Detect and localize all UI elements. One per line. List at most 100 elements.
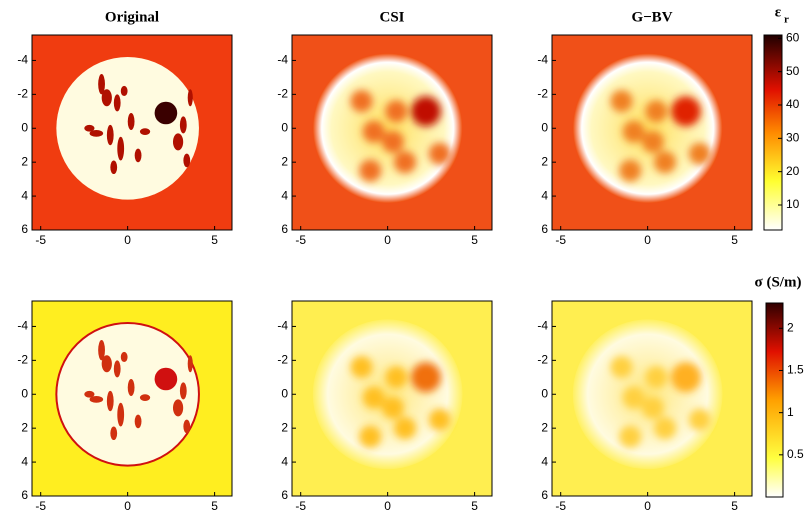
inclusion (127, 112, 135, 130)
inclusion (101, 89, 112, 107)
y-tick-label: 4 (541, 188, 548, 202)
axes-frame (291, 300, 493, 497)
axes-frame (551, 34, 753, 231)
x-tick-label: 0 (124, 233, 131, 247)
colorbar-tick-label: 2 (787, 320, 794, 334)
inclusion (654, 417, 677, 440)
x-tick-label: 5 (211, 233, 218, 247)
inclusion (394, 417, 417, 440)
axes-frame (31, 34, 233, 231)
inclusion (139, 394, 151, 402)
inclusion (172, 133, 184, 151)
x-tick-label: -5 (555, 499, 566, 513)
inclusion (172, 399, 184, 417)
x-tick-label: 5 (731, 233, 738, 247)
inclusion (113, 94, 121, 112)
x-tick-label: -5 (555, 233, 566, 247)
x-tick-label: 5 (471, 233, 478, 247)
panel-title: Original (105, 9, 159, 25)
y-tick-label: 6 (541, 488, 548, 502)
x-tick-label: 0 (384, 233, 391, 247)
inclusion (89, 395, 104, 403)
colorbar (763, 34, 783, 231)
object (572, 319, 723, 470)
x-tick-label: -5 (295, 233, 306, 247)
inclusion (139, 128, 151, 136)
x-tick-label: 0 (644, 233, 651, 247)
heatmap-image (292, 301, 492, 496)
inclusion (134, 414, 142, 429)
colorbar-label: ε (775, 4, 782, 20)
inclusion (84, 390, 95, 398)
inclusion (120, 85, 128, 97)
object (312, 53, 463, 204)
y-tick-label: 2 (21, 154, 28, 168)
inclusion (645, 100, 668, 123)
y-tick-label: 4 (21, 188, 28, 202)
y-tick-label: 0 (281, 120, 288, 134)
y-tick-label: 6 (21, 488, 28, 502)
colorbar-tick-label: 1.5 (787, 363, 804, 377)
inclusion (622, 120, 645, 143)
y-tick-label: 0 (281, 386, 288, 400)
colorbar-tick-label: 60 (786, 31, 800, 45)
inclusion (179, 116, 187, 134)
y-tick-label: 0 (541, 386, 548, 400)
y-tick-label: 4 (541, 454, 548, 468)
inclusions (610, 90, 711, 182)
inclusion (110, 160, 118, 175)
y-tick-label: -2 (537, 87, 548, 101)
inclusion (106, 390, 114, 412)
inclusion (179, 382, 187, 400)
x-tick-label: 5 (731, 499, 738, 513)
inclusion (619, 425, 642, 448)
y-tick-label: -4 (17, 319, 28, 333)
inclusion (428, 408, 451, 431)
y-tick-label: -2 (277, 87, 288, 101)
heatmap-image (552, 35, 752, 230)
axes-frame (551, 300, 753, 497)
inclusion (89, 129, 104, 137)
y-tick-label: 0 (21, 120, 28, 134)
y-tick-label: 6 (21, 222, 28, 236)
inclusion (641, 130, 664, 153)
y-tick-label: 2 (21, 420, 28, 434)
inclusion (641, 396, 664, 419)
inclusion (110, 426, 118, 441)
axes-frame (31, 300, 233, 497)
inclusion (385, 100, 408, 123)
inclusion (381, 130, 404, 153)
inclusion (187, 355, 193, 373)
x-tick-label: 0 (124, 499, 131, 513)
y-tick-label: -4 (537, 319, 548, 333)
heatmap-image (292, 35, 492, 230)
inclusion (610, 90, 633, 113)
y-tick-label: -4 (277, 53, 288, 67)
inclusion (117, 136, 125, 161)
inclusion (362, 386, 385, 409)
inclusion (359, 159, 382, 182)
inclusions (610, 356, 711, 448)
inclusions (350, 90, 451, 182)
y-tick-label: 0 (21, 386, 28, 400)
inclusion (670, 362, 701, 393)
x-tick-label: -5 (35, 233, 46, 247)
inclusion (101, 355, 112, 373)
y-tick-label: 6 (281, 488, 288, 502)
inclusion (410, 362, 441, 393)
y-tick-label: -2 (17, 87, 28, 101)
inclusion (98, 73, 105, 95)
y-tick-label: -4 (17, 53, 28, 67)
object (572, 53, 723, 204)
inclusion (183, 419, 191, 434)
colorbar-tick-label: 10 (786, 197, 800, 211)
inclusion (428, 142, 451, 165)
x-tick-label: 5 (211, 499, 218, 513)
inclusion (654, 151, 677, 174)
inclusion (127, 378, 135, 396)
panel-title: CSI (379, 9, 404, 25)
heatmap-image (552, 301, 752, 496)
x-tick-label: -5 (35, 499, 46, 513)
inclusion (688, 408, 711, 431)
inclusion (117, 402, 125, 427)
